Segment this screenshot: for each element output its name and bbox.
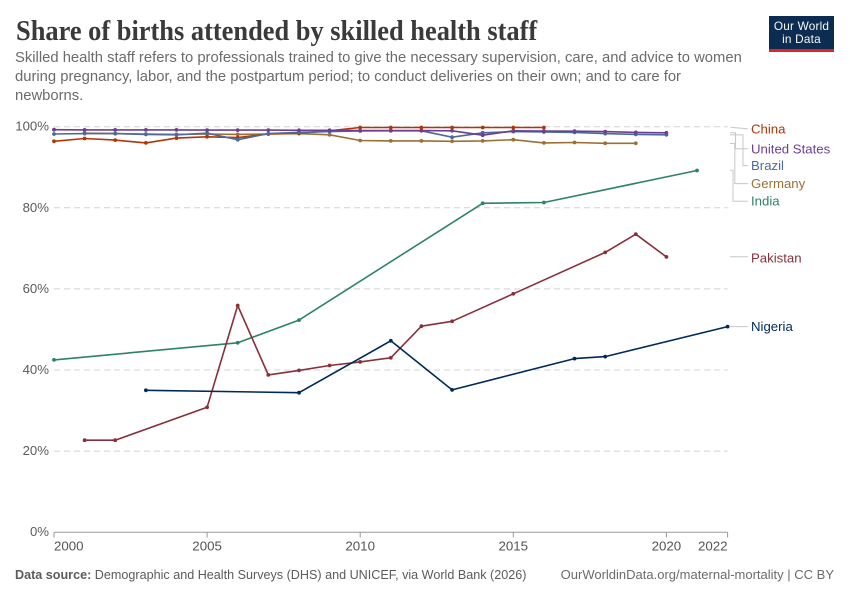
svg-text:India: India — [751, 194, 780, 209]
svg-text:20%: 20% — [23, 443, 50, 458]
svg-text:Pakistan: Pakistan — [751, 251, 802, 266]
svg-text:United States: United States — [751, 141, 831, 156]
svg-text:40%: 40% — [23, 362, 50, 377]
svg-text:0%: 0% — [30, 524, 49, 539]
svg-text:2022: 2022 — [698, 539, 728, 554]
svg-text:Nigeria: Nigeria — [751, 319, 793, 334]
svg-text:60%: 60% — [23, 281, 50, 296]
svg-text:2000: 2000 — [54, 539, 84, 554]
svg-text:2015: 2015 — [499, 539, 529, 554]
svg-text:2005: 2005 — [192, 539, 222, 554]
svg-text:2010: 2010 — [345, 539, 375, 554]
svg-text:100%: 100% — [15, 119, 49, 134]
svg-text:Brazil: Brazil — [751, 158, 784, 173]
svg-text:Germany: Germany — [751, 176, 806, 191]
svg-text:80%: 80% — [23, 200, 50, 215]
svg-text:China: China — [751, 122, 786, 137]
svg-text:2020: 2020 — [652, 539, 682, 554]
